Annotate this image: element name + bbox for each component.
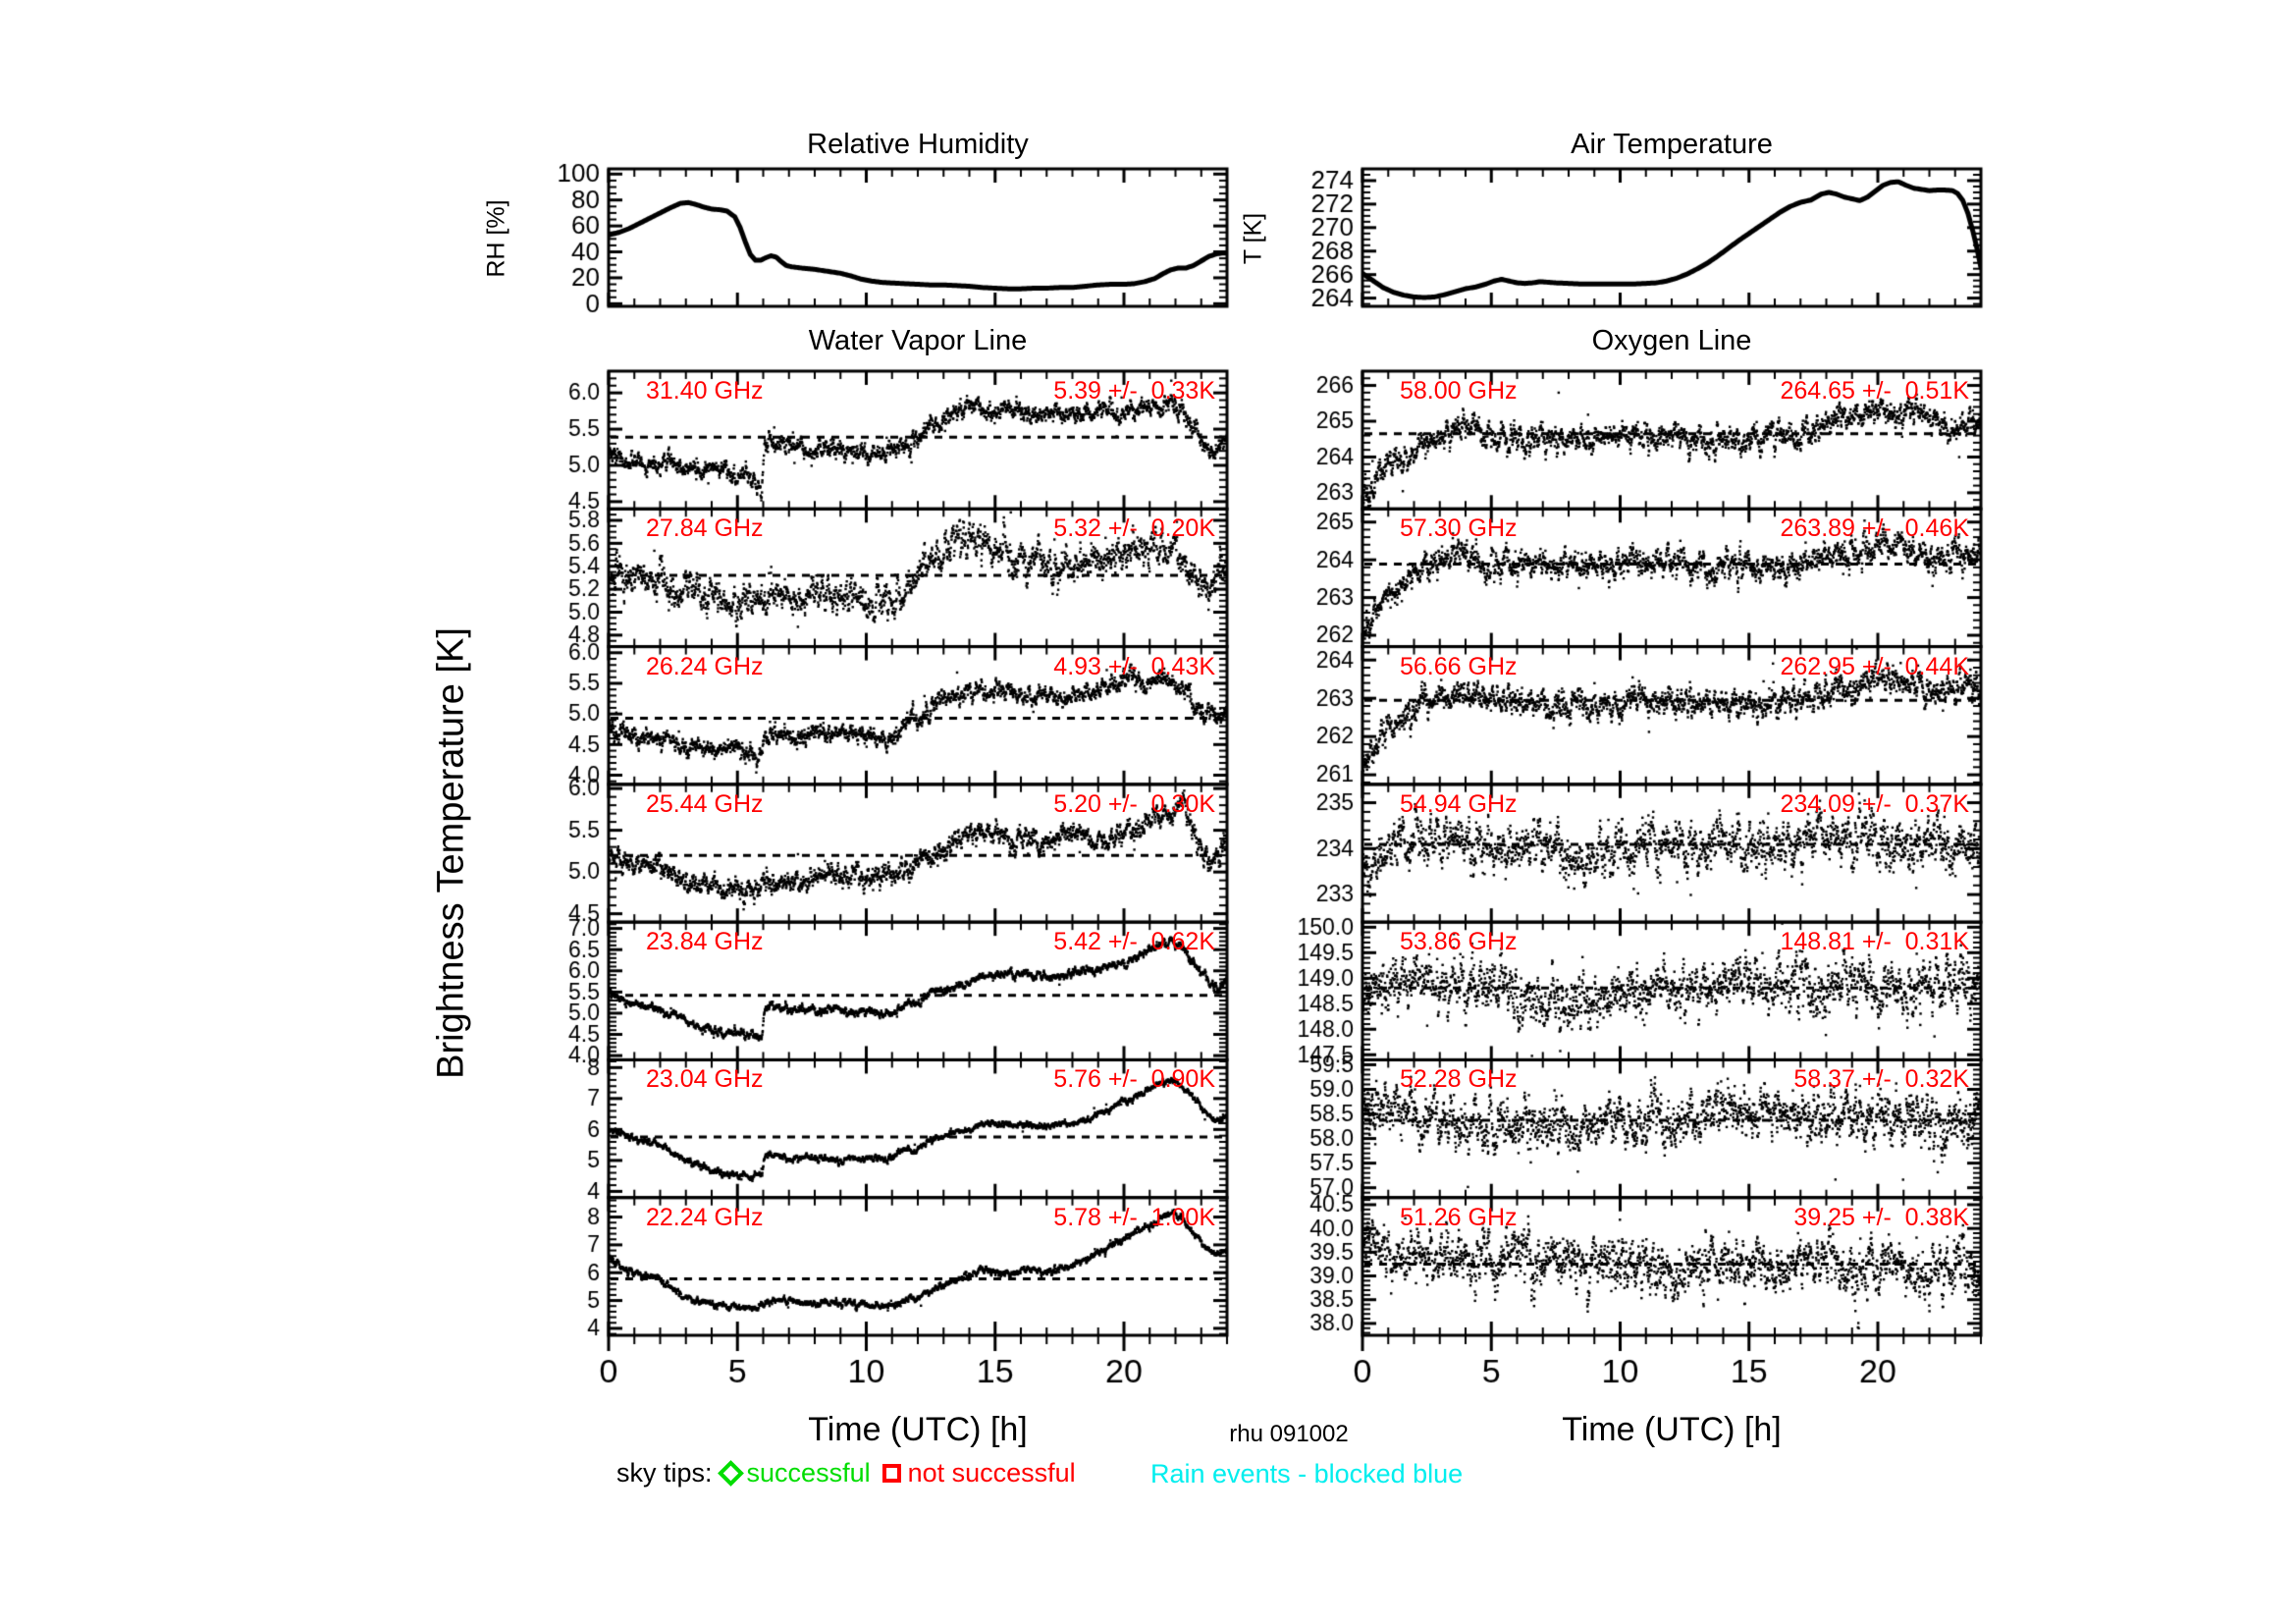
mean-std-label: 5.32 +/- 0.20K	[1053, 514, 1215, 542]
frequency-label: 25.44 GHz	[646, 790, 764, 818]
title-air-temperature: Air Temperature	[1571, 129, 1773, 160]
panel-ox_5494-labels: 54.94 GHz 234.09 +/- 0.37K	[1362, 784, 1981, 826]
successful-label: successful	[746, 1457, 871, 1488]
frequency-label: 27.84 GHz	[646, 514, 764, 542]
panel-wv_2784-labels: 27.84 GHz 5.32 +/- 0.20K	[609, 509, 1227, 550]
title-relative-humidity: Relative Humidity	[807, 129, 1029, 160]
mean-std-label: 263.89 +/- 0.46K	[1780, 514, 1969, 542]
frequency-label: 52.28 GHz	[1400, 1065, 1518, 1093]
mean-std-label: 5.39 +/- 0.33K	[1053, 377, 1215, 405]
panel-wv_3140-labels: 31.40 GHz 5.39 +/- 0.33K	[609, 371, 1227, 412]
time-axis-label-right: Time (UTC) [h]	[1562, 1411, 1782, 1448]
instrument-date-id: rhu 091002	[1229, 1421, 1349, 1447]
mean-std-label: 39.25 +/- 0.38K	[1793, 1204, 1969, 1231]
panel-wv_2304-labels: 23.04 GHz 5.76 +/- 0.90K	[609, 1059, 1227, 1101]
mean-std-label: 234.09 +/- 0.37K	[1780, 790, 1969, 818]
sky-tips-label: sky tips:	[616, 1457, 713, 1488]
panel-wv_2224-labels: 22.24 GHz 5.78 +/- 1.00K	[609, 1198, 1227, 1239]
frequency-label: 56.66 GHz	[1400, 653, 1518, 680]
mean-std-label: 5.76 +/- 0.90K	[1053, 1065, 1215, 1093]
panel-ox_5126-labels: 51.26 GHz 39.25 +/- 0.38K	[1362, 1198, 1981, 1239]
brightness-temperature-axis-label: Brightness Temperature [K]	[430, 627, 472, 1079]
panel-ox_5800-labels: 58.00 GHz 264.65 +/- 0.51K	[1362, 371, 1981, 412]
panel-wv_2384-labels: 23.84 GHz 5.42 +/- 0.62K	[609, 922, 1227, 963]
frequency-label: 22.24 GHz	[646, 1204, 764, 1231]
frequency-label: 51.26 GHz	[1400, 1204, 1518, 1231]
title-water-vapor-line: Water Vapor Line	[808, 325, 1028, 356]
temperature-axis-label: T [K]	[1239, 212, 1267, 265]
mean-std-label: 5.78 +/- 1.00K	[1053, 1204, 1215, 1231]
frequency-label: 54.94 GHz	[1400, 790, 1518, 818]
mean-std-label: 5.42 +/- 0.62K	[1053, 928, 1215, 955]
frequency-label: 26.24 GHz	[646, 653, 764, 680]
rain-events-label: Rain events - blocked blue	[1150, 1459, 1464, 1488]
frequency-label: 53.86 GHz	[1400, 928, 1518, 955]
mean-std-label: 264.65 +/- 0.51K	[1780, 377, 1969, 405]
mean-std-label: 58.37 +/- 0.32K	[1793, 1065, 1969, 1093]
frequency-label: 23.04 GHz	[646, 1065, 764, 1093]
frequency-label: 58.00 GHz	[1400, 377, 1518, 405]
not-successful-square-icon	[881, 1463, 901, 1483]
mean-std-label: 5.20 +/- 0.30K	[1053, 790, 1215, 818]
successful-diamond-icon	[717, 1459, 744, 1487]
mean-std-label: 4.93 +/- 0.43K	[1053, 653, 1215, 680]
frequency-label: 23.84 GHz	[646, 928, 764, 955]
title-oxygen-line: Oxygen Line	[1591, 325, 1752, 356]
rh-axis-label: RH [%]	[482, 199, 510, 278]
frequency-label: 57.30 GHz	[1400, 514, 1518, 542]
frequency-label: 31.40 GHz	[646, 377, 764, 405]
mean-std-label: 148.81 +/- 0.31K	[1780, 928, 1969, 955]
not-successful-label: not successful	[907, 1457, 1076, 1488]
panel-wv_2544-labels: 25.44 GHz 5.20 +/- 0.30K	[609, 784, 1227, 826]
time-axis-label-left: Time (UTC) [h]	[808, 1411, 1028, 1448]
panel-ox_5386-labels: 53.86 GHz 148.81 +/- 0.31K	[1362, 922, 1981, 963]
mean-std-label: 262.95 +/- 0.44K	[1780, 653, 1969, 680]
panel-ox_5228-labels: 52.28 GHz 58.37 +/- 0.32K	[1362, 1059, 1981, 1101]
panel-wv_2624-labels: 26.24 GHz 4.93 +/- 0.43K	[609, 647, 1227, 688]
panel-ox_5666-labels: 56.66 GHz 262.95 +/- 0.44K	[1362, 647, 1981, 688]
sky-tips-legend: sky tips: successful not successful	[616, 1456, 1076, 1489]
panel-ox_5730-labels: 57.30 GHz 263.89 +/- 0.46K	[1362, 509, 1981, 550]
